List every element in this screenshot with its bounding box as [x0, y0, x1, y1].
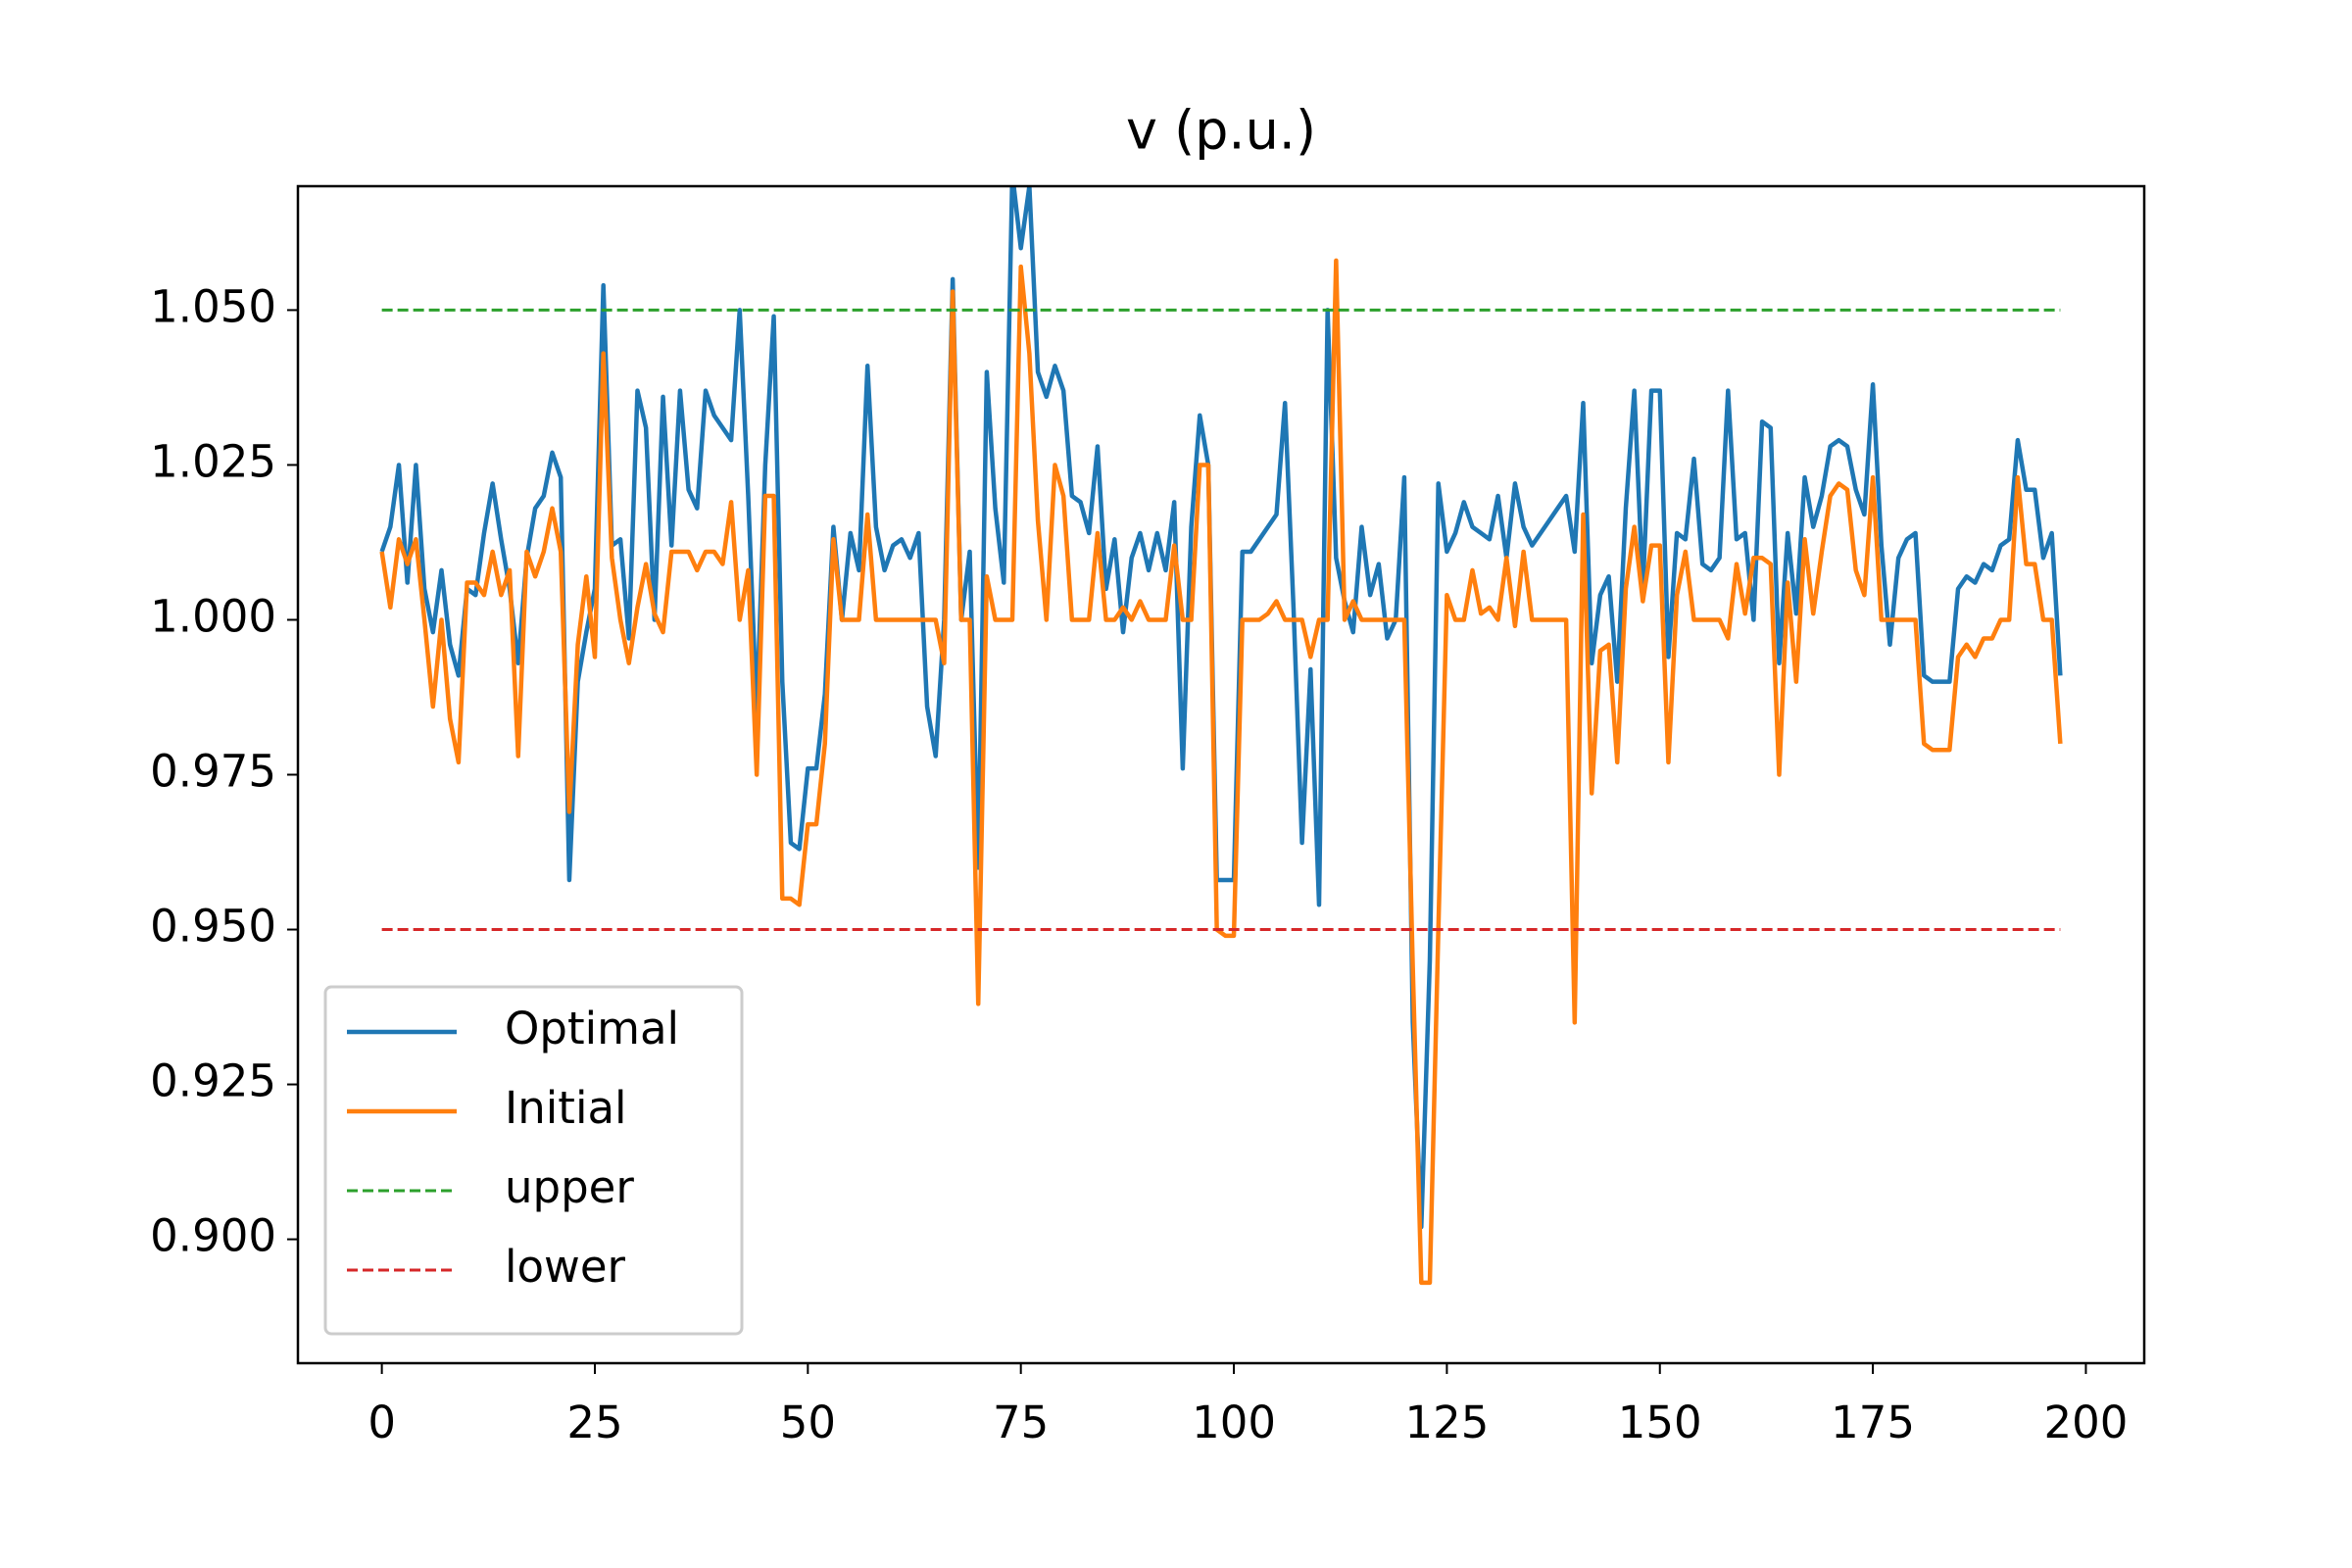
- y-tick-label: 0.950: [150, 901, 276, 953]
- x-tick-label: 150: [1618, 1396, 1702, 1448]
- y-tick-label: 0.900: [150, 1210, 276, 1262]
- legend-box: [323, 985, 744, 1336]
- chart-title: v (p.u.): [1126, 100, 1316, 162]
- x-tick-label: 125: [1404, 1396, 1489, 1448]
- y-tick-label: 0.975: [150, 746, 276, 798]
- x-tick-label: 50: [780, 1396, 836, 1448]
- plot-lines: [379, 186, 2063, 1286]
- legend-label: upper: [505, 1161, 634, 1213]
- x-tick-label: 100: [1192, 1396, 1276, 1448]
- x-tick-label: 0: [368, 1396, 396, 1448]
- x-tick-label: 175: [1831, 1396, 1915, 1448]
- y-tick-label: 0.925: [150, 1055, 276, 1107]
- legend-label: Initial: [505, 1082, 627, 1134]
- y-tick-label: 1.025: [150, 435, 276, 487]
- y-tick-label: 1.050: [150, 280, 276, 332]
- x-tick-label: 75: [993, 1396, 1049, 1448]
- x-tick-label: 200: [2043, 1396, 2128, 1448]
- x-tick-label: 25: [566, 1396, 622, 1448]
- y-tick-label: 1.000: [150, 590, 276, 642]
- legend-label: Optimal: [505, 1003, 679, 1054]
- series-line: [379, 258, 2063, 1286]
- legend-label: lower: [505, 1241, 626, 1293]
- legend: Optimal Initial upper lower: [323, 985, 744, 1336]
- series-line: [379, 186, 2063, 1230]
